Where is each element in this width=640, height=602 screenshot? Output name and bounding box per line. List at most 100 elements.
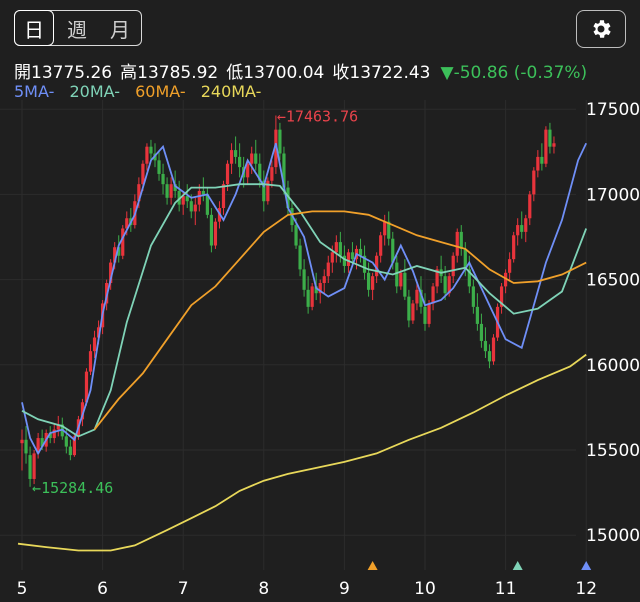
candle-body: [233, 150, 238, 157]
candle-body: [52, 429, 56, 439]
candle-body: [258, 163, 262, 181]
candle-body: [399, 272, 403, 287]
high-label: 高: [120, 63, 138, 83]
candle-body: [516, 225, 520, 236]
candle-body: [213, 221, 218, 246]
x-tick-label: 9: [339, 579, 350, 599]
candle-body: [209, 214, 214, 246]
candle-body: [201, 190, 205, 195]
candle-body: [109, 262, 113, 284]
candle-body: [455, 231, 459, 256]
candle-body: [411, 303, 415, 321]
candle-body: [254, 153, 258, 164]
candle-body: [483, 340, 488, 352]
candle-body: [24, 439, 28, 454]
candle-body: [36, 438, 40, 454]
open-label: 開: [14, 63, 31, 83]
candle-body: [407, 296, 411, 321]
candle-body: [423, 306, 427, 324]
x-tick-label: 10: [414, 579, 436, 599]
candle-body: [165, 184, 169, 198]
y-tick-label: 15500: [586, 441, 640, 461]
candle-body: [92, 337, 97, 352]
candle-body: [499, 286, 504, 307]
candle-body: [326, 262, 330, 277]
candle-body: [528, 194, 532, 219]
candle-body: [451, 255, 455, 277]
candle-body: [197, 190, 201, 205]
close-value: 13722.43: [349, 63, 431, 83]
x-tick-label: 7: [178, 579, 189, 599]
candle-body: [161, 173, 165, 185]
candle-body: [80, 402, 85, 420]
candle-body: [544, 129, 548, 164]
change-value: ▼-50.86 (-0.37%): [440, 63, 588, 83]
candle-body: [181, 196, 185, 205]
candle-body: [149, 146, 153, 154]
candle-body: [266, 180, 270, 202]
tab-day[interactable]: 日: [14, 10, 54, 46]
legend-20ma: 20MA-: [69, 82, 120, 101]
candle-body: [548, 129, 552, 147]
candle-body: [84, 371, 89, 403]
candle-body: [338, 242, 342, 256]
candle-body: [346, 252, 351, 266]
ma-line-20ma: [21, 183, 588, 438]
candle-body: [274, 129, 278, 168]
candle-body: [286, 187, 290, 209]
candle-body: [225, 163, 230, 185]
legend-60ma: 60MA-: [135, 82, 186, 101]
x-tick-label: 11: [495, 579, 517, 599]
candle-body: [141, 163, 145, 185]
ma-line-240ma: [17, 353, 587, 552]
candle-body: [125, 218, 129, 229]
low-label: 低: [226, 63, 244, 83]
candle-body: [322, 276, 326, 284]
candle-body: [443, 276, 447, 294]
y-tick-label: 16500: [586, 271, 640, 291]
candle-body: [177, 190, 181, 205]
settings-button[interactable]: [576, 10, 626, 48]
candle-body: [145, 146, 149, 164]
candle-body: [524, 218, 528, 232]
signal-marker: [581, 561, 592, 570]
candle-body: [536, 156, 540, 171]
candle-body: [540, 156, 544, 164]
candle-body: [306, 289, 310, 307]
candle-body: [491, 337, 496, 362]
candle-body: [221, 184, 226, 209]
candle-body: [467, 269, 471, 287]
candle-body: [294, 225, 298, 246]
candle-body: [552, 143, 556, 147]
candle-body: [173, 184, 177, 191]
candle-body: [508, 259, 512, 273]
candle-body: [282, 153, 286, 188]
tab-month[interactable]: 月: [110, 17, 130, 42]
candle-body: [56, 424, 60, 430]
candle-body: [447, 276, 451, 294]
candle-body: [28, 455, 32, 479]
y-tick-label: 17000: [586, 185, 640, 205]
candle-body: [270, 167, 274, 181]
signal-marker: [367, 561, 378, 570]
candle-body: [113, 247, 117, 263]
candle-body: [419, 289, 423, 307]
candle-body: [20, 439, 24, 444]
tab-week[interactable]: 週: [67, 17, 87, 42]
candle-body: [431, 286, 435, 304]
candle-body: [238, 156, 242, 168]
max-price-label: ←17463.76: [277, 108, 358, 126]
candle-body: [278, 129, 282, 154]
candle-body: [415, 289, 419, 304]
x-tick-label: 5: [17, 579, 28, 599]
y-tick-label: 15000: [586, 526, 640, 546]
candle-body: [520, 225, 524, 232]
candle-body: [459, 231, 463, 249]
candle-body: [479, 323, 484, 341]
ma-line-60ma: [93, 210, 587, 431]
candle-body: [375, 255, 379, 277]
legend-240ma: 240MA-: [200, 82, 262, 101]
candle-body: [32, 453, 36, 479]
gear-icon: [593, 20, 611, 38]
